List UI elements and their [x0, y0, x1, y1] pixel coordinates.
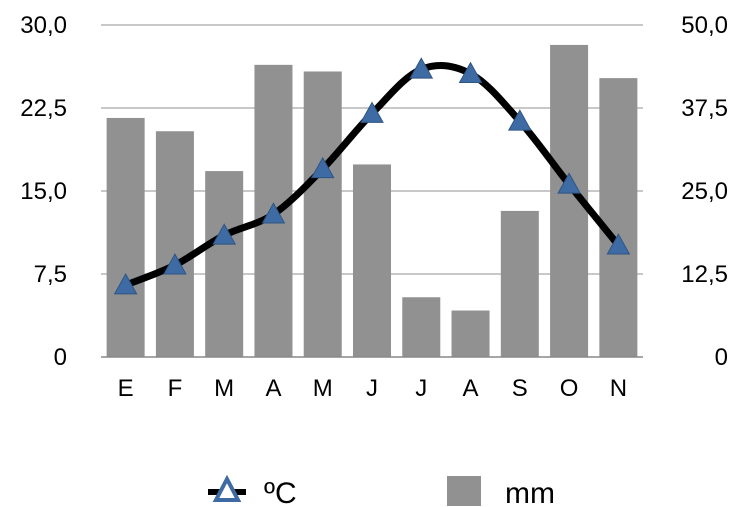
x-tick-label: A: [463, 375, 479, 402]
x-tick-label: F: [168, 375, 183, 402]
temperature-point: [310, 156, 335, 179]
x-tick-label: S: [512, 375, 528, 402]
temperature-point: [261, 202, 286, 224]
bar: [451, 310, 490, 357]
x-tick-label: J: [366, 375, 378, 402]
left-tick-label: 0: [54, 344, 67, 371]
temperature-point: [606, 233, 631, 255]
x-tick-label: A: [265, 375, 281, 402]
right-tick-label: 12,5: [681, 261, 728, 288]
temperature-point: [507, 109, 532, 131]
bar: [106, 117, 145, 358]
temperature-point: [557, 172, 581, 194]
legend-item-precipitation: mm: [447, 476, 555, 507]
left-tick-label: 7,5: [34, 261, 67, 288]
bar: [353, 164, 391, 357]
right-tick-label: 50,0: [681, 12, 728, 39]
x-tick-label: O: [560, 375, 579, 402]
left-tick-label: 22,5: [20, 95, 67, 122]
bar: [500, 210, 539, 357]
x-tick-label: M: [313, 375, 333, 402]
left-tick-label: 30,0: [20, 12, 67, 39]
temperature-series: [113, 57, 631, 295]
temperature-point: [113, 273, 138, 295]
legend: ºC mm: [208, 474, 555, 507]
legend-label-precipitation: mm: [505, 477, 555, 507]
bar: [599, 78, 638, 358]
x-tick-label: J: [415, 375, 427, 402]
legend-label-temperature: ºC: [264, 477, 297, 507]
temperature-point: [163, 253, 187, 275]
temperature-point: [212, 223, 237, 245]
temperature-point: [409, 57, 434, 79]
left-tick-label: 15,0: [20, 178, 67, 205]
precipitation-bars: [106, 44, 638, 358]
x-tick-label: N: [610, 375, 627, 402]
legend-bar-swatch: [447, 476, 481, 506]
x-tick-label: M: [214, 375, 234, 402]
bar: [205, 171, 244, 357]
right-tick-label: 37,5: [681, 95, 728, 122]
left-axis-ticks: 0 7,5 15,0 22,5 30,0: [20, 12, 67, 371]
temperature-point: [458, 61, 483, 83]
bar: [303, 71, 342, 357]
x-tick-label: E: [118, 375, 134, 402]
legend-triangle-marker: [212, 474, 242, 502]
right-axis-ticks: 0 12,5 25,0 37,5 50,0: [681, 12, 728, 371]
legend-item-temperature: ºC: [208, 474, 297, 507]
right-tick-label: 25,0: [681, 178, 728, 205]
bar: [155, 131, 194, 357]
bar: [402, 297, 441, 357]
temperature-point: [360, 101, 384, 123]
right-tick-label: 0: [715, 344, 728, 371]
